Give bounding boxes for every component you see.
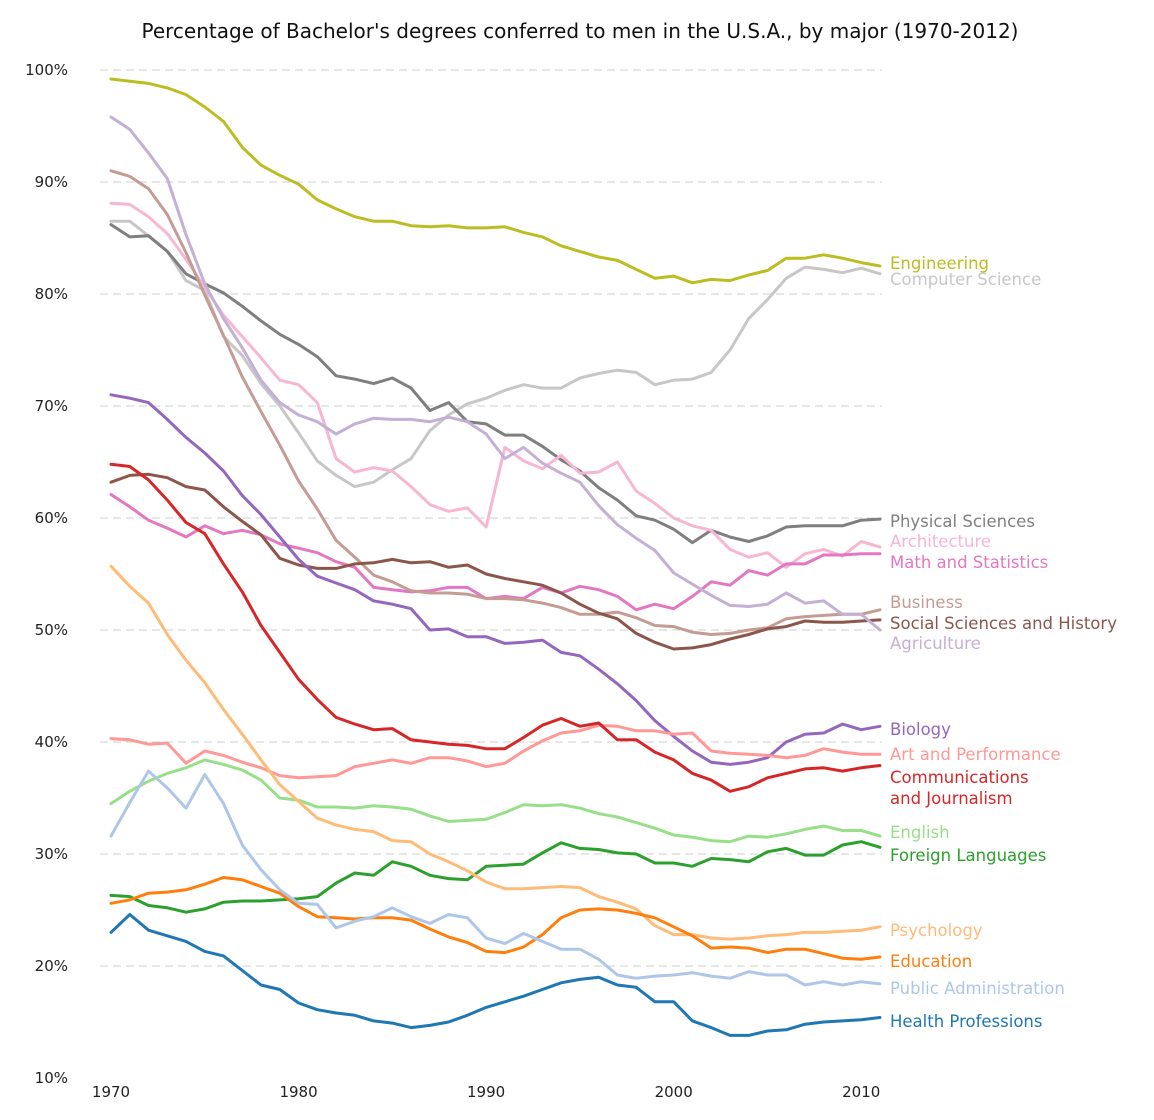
series-line-physical-sciences	[109, 223, 882, 545]
series-label: Public Administration	[890, 979, 1065, 998]
y-tick-label: 40%	[35, 733, 68, 751]
x-tick-label: 2010	[842, 1083, 880, 1101]
series-lines	[109, 77, 882, 1037]
x-tick-label: 2000	[655, 1083, 693, 1101]
series-line-communications-and-journalism	[109, 462, 882, 793]
series-line-art-and-performance	[109, 723, 882, 780]
series-line-agriculture	[109, 115, 882, 632]
x-tick-label: 1980	[279, 1083, 317, 1101]
grid-lines	[100, 69, 882, 967]
y-tick-label: 20%	[35, 957, 68, 975]
y-tick-label: 50%	[35, 621, 68, 639]
x-tick-label: 1970	[92, 1083, 130, 1101]
series-line-foreign-languages	[109, 840, 882, 914]
series-label: Computer Science	[890, 270, 1041, 289]
series-line-architecture	[109, 201, 882, 569]
series-label: Foreign Languages	[890, 846, 1046, 865]
series-label: Art and Performance	[890, 745, 1061, 764]
chart-title: Percentage of Bachelor's degrees conferr…	[142, 19, 1019, 43]
x-axis-ticks: 1970 1980 1990 2000 2010	[92, 1083, 880, 1101]
series-label: Health Professions	[890, 1012, 1043, 1031]
series-label: Architecture	[890, 532, 991, 551]
series-line-english	[109, 758, 882, 844]
y-tick-label: 10%	[35, 1069, 68, 1087]
series-label: Social Sciences and History	[890, 614, 1117, 633]
y-tick-label: 30%	[35, 845, 68, 863]
series-label: Communications	[890, 768, 1029, 787]
series-label: Agriculture	[890, 634, 981, 653]
series-line-public-administration	[109, 769, 882, 987]
series-label: Physical Sciences	[890, 512, 1035, 531]
y-tick-label: 90%	[35, 173, 68, 191]
y-axis-ticks: 10% 20% 30% 40% 50% 60% 70% 80% 90% 100%	[25, 61, 68, 1087]
series-label: Biology	[890, 720, 951, 739]
series-label: Education	[890, 952, 972, 971]
series-line-engineering	[109, 77, 882, 285]
series-label: Business	[890, 593, 963, 612]
series-label: and Journalism	[890, 789, 1013, 808]
series-line-health-professions	[109, 913, 882, 1037]
series-line-computer-science	[109, 219, 882, 489]
y-tick-label: 100%	[25, 61, 68, 79]
series-line-social-sciences-and-history	[109, 472, 882, 651]
series-label: English	[890, 823, 950, 842]
series-line-education	[109, 876, 882, 961]
series-label: Psychology	[890, 921, 983, 940]
y-tick-label: 80%	[35, 285, 68, 303]
series-label: Math and Statistics	[890, 553, 1048, 572]
series-label: Engineering	[890, 254, 989, 273]
y-tick-label: 60%	[35, 509, 68, 527]
series-line-psychology	[109, 564, 882, 941]
series-line-business	[109, 169, 882, 636]
y-tick-label: 70%	[35, 397, 68, 415]
series-line-biology	[109, 393, 882, 766]
x-tick-label: 1990	[467, 1083, 505, 1101]
